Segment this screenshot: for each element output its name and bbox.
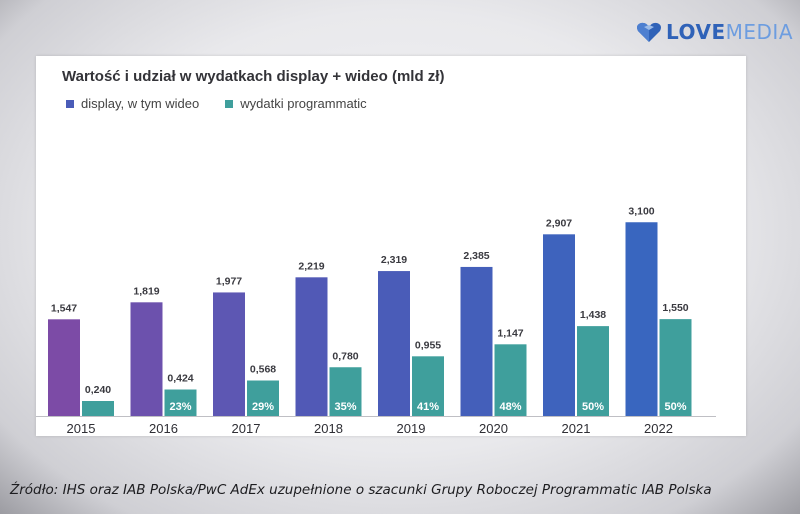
legend-item-display: display, w tym wideo xyxy=(66,96,199,111)
bar-programmatic-2020 xyxy=(494,344,527,416)
data-label-display-2019: 2,319 xyxy=(381,254,407,266)
bar-programmatic-2021 xyxy=(577,326,609,416)
data-label-display-2018: 2,219 xyxy=(298,260,324,272)
data-label-programmatic-2020: 1,147 xyxy=(497,327,523,339)
heart-cube-icon xyxy=(637,22,661,42)
x-tick-label-2020: 2020 xyxy=(479,421,508,436)
logo-word-media: MEDIA xyxy=(725,20,794,44)
legend-swatch-display xyxy=(66,99,74,108)
bar-display-2015 xyxy=(48,319,80,416)
x-tick-label-2022: 2022 xyxy=(644,421,673,436)
data-label-display-2022: 3,100 xyxy=(628,205,654,217)
bar-display-2022 xyxy=(625,222,658,416)
legend-item-programmatic: wydatki programmatic xyxy=(225,96,367,111)
chart-legend: display, w tym wideo wydatki programmati… xyxy=(66,96,367,111)
share-label-2022: 50% xyxy=(664,401,686,413)
source-note: Źródło: IHS oraz IAB Polska/PwC AdEx uzu… xyxy=(10,482,712,498)
data-label-programmatic-2019: 0,955 xyxy=(415,339,441,351)
share-label-2020: 48% xyxy=(499,401,521,413)
data-label-programmatic-2017: 0,568 xyxy=(250,364,276,376)
bar-display-2020 xyxy=(460,266,493,416)
share-label-2017: 29% xyxy=(252,401,274,413)
bar-display-2016 xyxy=(130,302,163,416)
data-label-programmatic-2022: 1,550 xyxy=(662,302,688,314)
data-label-programmatic-2015: 0,240 xyxy=(85,384,111,396)
share-label-2018: 35% xyxy=(334,401,356,413)
bar-programmatic-2017 xyxy=(247,380,279,416)
data-label-programmatic-2018: 0,780 xyxy=(332,350,358,362)
legend-swatch-programmatic xyxy=(225,99,234,108)
x-tick-label-2017: 2017 xyxy=(232,421,261,436)
bar-display-2019 xyxy=(378,271,410,416)
brand-logo: LOVEMEDIA xyxy=(636,18,793,46)
data-label-display-2020: 2,385 xyxy=(463,250,489,262)
x-tick-label-2015: 2015 xyxy=(67,421,96,436)
bar-programmatic-2015 xyxy=(82,401,114,416)
bar-programmatic-2022 xyxy=(659,319,692,416)
share-label-2016: 23% xyxy=(169,401,191,413)
data-label-display-2016: 1,819 xyxy=(133,285,159,297)
data-label-display-2017: 1,977 xyxy=(216,275,242,287)
x-tick-label-2016: 2016 xyxy=(149,421,178,436)
legend-label-programmatic: wydatki programmatic xyxy=(240,96,367,111)
data-label-programmatic-2021: 1,438 xyxy=(580,309,606,321)
bar-display-2018 xyxy=(295,277,328,416)
data-label-display-2021: 2,907 xyxy=(546,217,572,229)
data-label-programmatic-2016: 0,424 xyxy=(167,373,193,385)
x-tick-label-2018: 2018 xyxy=(314,421,343,436)
bar-programmatic-2018 xyxy=(329,367,362,416)
x-tick-label-2019: 2019 xyxy=(397,421,426,436)
share-label-2019: 41% xyxy=(417,401,439,413)
bar-display-2021 xyxy=(543,234,575,416)
bar-chart-plot: 1,547 0,240 2015 1,819 0,424 23% 2016 1,977 0,56… xyxy=(36,205,716,436)
share-label-2021: 50% xyxy=(582,401,604,413)
data-label-display-2015: 1,547 xyxy=(51,302,77,314)
bar-programmatic-2016 xyxy=(164,389,197,416)
bar-programmatic-2019 xyxy=(412,356,444,416)
bar-display-2017 xyxy=(213,292,245,416)
logo-word-love: LOVE xyxy=(666,20,726,44)
chart-title: Wartość i udział w wydatkach display + w… xyxy=(62,68,445,85)
chart-card: Wartość i udział w wydatkach display + w… xyxy=(36,56,746,436)
x-tick-label-2021: 2021 xyxy=(562,421,591,436)
legend-label-display: display, w tym wideo xyxy=(81,96,200,111)
